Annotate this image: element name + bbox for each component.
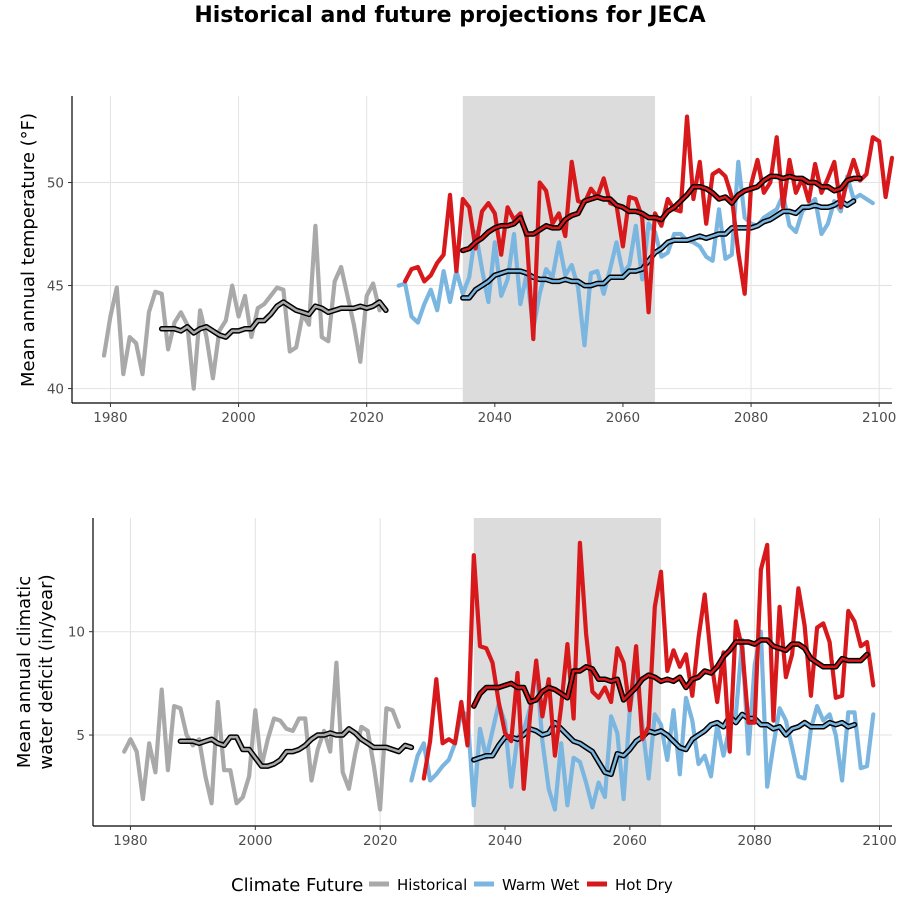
historical-average-line: [179, 727, 413, 768]
x-tick-label: 1980: [113, 833, 147, 849]
y-axis-label: Mean annual temperature (°F): [18, 113, 39, 387]
warm-wet-average-line: [472, 713, 856, 776]
temperature-panel: 1980 2000 2020 2040 2060 2080 2100 40 45 50 Mean a…: [18, 96, 896, 426]
x-tick-label: 2060: [613, 833, 647, 849]
x-tick-label: 2100: [862, 410, 896, 426]
series-group: [122, 540, 876, 812]
historical-line: [101, 223, 382, 391]
hot-dry-line: [421, 540, 876, 791]
hot-dry-line: [403, 114, 895, 342]
y-tick-label: 45: [47, 279, 64, 295]
hot-dry-average-line: [461, 175, 862, 252]
legend-label-hot-dry: Hot Dry: [615, 876, 673, 894]
x-tick-label: 2060: [606, 410, 640, 426]
legend-title: Climate Future: [231, 875, 363, 896]
y-tick-label: 5: [76, 728, 85, 744]
x-tick-label: 2000: [238, 833, 272, 849]
x-tick-label: 2020: [363, 833, 397, 849]
y-axis-label: Mean annual climaticwater deficit (in/ye…: [14, 574, 57, 769]
y-tick-label: 10: [68, 625, 85, 641]
x-tick-label: 2020: [350, 410, 384, 426]
historical-average-line: [160, 300, 388, 339]
hot-dry-average-line: [472, 638, 869, 708]
y-tick-label: 50: [47, 176, 64, 192]
x-tick-label: 2040: [478, 410, 512, 426]
chart-title: Historical and future projections for JE…: [194, 3, 705, 28]
x-tick-label: 2000: [221, 410, 255, 426]
x-tick-label: 2080: [737, 833, 771, 849]
x-tick-label: 2100: [862, 833, 896, 849]
water-deficit-panel: 1980 2000 2020 2040 2060 2080 2100 5 10 Mean annu…: [14, 518, 897, 849]
series-group: [101, 114, 895, 391]
shaded-period: [473, 518, 662, 826]
x-tick-label: 2040: [488, 833, 522, 849]
y-tick-label: 40: [47, 382, 64, 398]
legend: Climate Future Historical Warm Wet Hot Dry: [231, 875, 673, 896]
legend-label-historical: Historical: [397, 876, 467, 894]
x-tick-label: 1980: [93, 410, 127, 426]
legend-label-warm-wet: Warm Wet: [502, 876, 580, 894]
x-tick-label: 2080: [734, 410, 768, 426]
